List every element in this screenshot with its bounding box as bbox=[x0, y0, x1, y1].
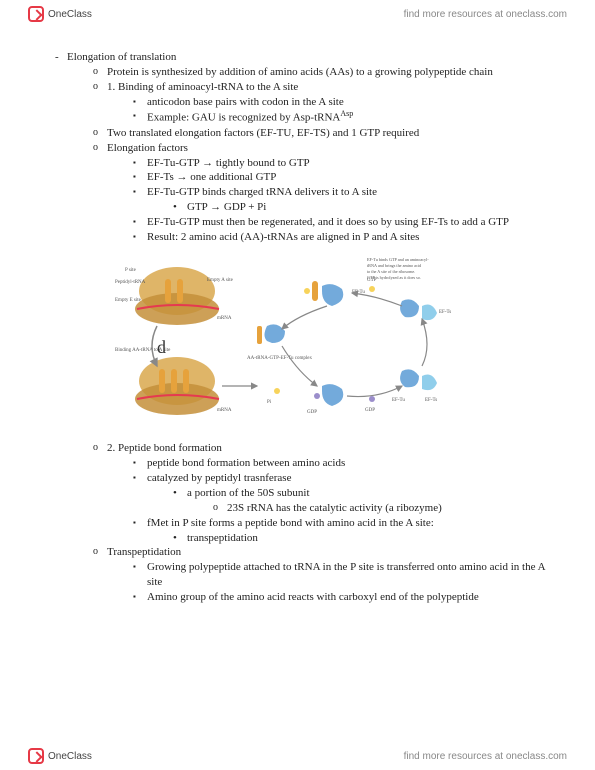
brand-logo: OneClass bbox=[28, 6, 92, 22]
step2-b: catalyzed by peptidyl trasnferase a port… bbox=[147, 471, 555, 516]
svg-text:GDP: GDP bbox=[307, 410, 317, 415]
svg-text:EF-Ts: EF-Ts bbox=[439, 310, 451, 315]
logo-icon-footer bbox=[28, 748, 44, 764]
svg-text:mRNA: mRNA bbox=[217, 316, 232, 321]
para-factors: Two translated elongation factors (EF-TU… bbox=[107, 126, 555, 141]
step1-a: anticodon base pairs with codon in the A… bbox=[147, 95, 555, 110]
svg-text:Peptidyl-tRNA: Peptidyl-tRNA bbox=[115, 280, 146, 285]
step1-text: 1. Binding of aminoacyl-tRNA to the A si… bbox=[107, 81, 298, 93]
step2-a: peptide bond formation between amino aci… bbox=[147, 456, 555, 471]
step2-b1: a portion of the 50S subunit 23S rRNA ha… bbox=[187, 486, 555, 516]
tp-title-text: Transpeptidation bbox=[107, 546, 181, 558]
step2-c: fMet in P site forms a peptide bond with… bbox=[147, 516, 555, 546]
ef-e: Result: 2 amino acid (AA)-tRNAs are alig… bbox=[147, 230, 555, 245]
step2-text: 2. Peptide bond formation bbox=[107, 442, 222, 454]
heading-elongation: Elongation of translation Protein is syn… bbox=[67, 50, 555, 605]
step1-title: 1. Binding of aminoacyl-tRNA to the A si… bbox=[107, 80, 555, 126]
tp-b: Amino group of the amino acid reacts wit… bbox=[147, 590, 555, 605]
brand-name: OneClass bbox=[48, 9, 92, 20]
svg-text:tRNA and brings the amino acid: tRNA and brings the amino acid bbox=[367, 263, 422, 268]
step2-c1: transpeptidation bbox=[187, 531, 555, 546]
ef-c1: GTP → GDP + Pi bbox=[187, 200, 555, 215]
diagram-label: d bbox=[157, 335, 166, 359]
svg-text:AA-tRNA-GTP-EF-Tu complex: AA-tRNA-GTP-EF-Tu complex bbox=[247, 356, 312, 361]
step1-b-sup: Asp bbox=[340, 109, 353, 118]
svg-text:P site: P site bbox=[125, 268, 137, 273]
svg-text:Empty A site: Empty A site bbox=[207, 278, 234, 283]
ef-title-text: Elongation factors bbox=[107, 142, 188, 154]
ef-a: EF-Tu-GTP → tightly bound to GTP bbox=[147, 156, 555, 171]
step2-c-text: fMet in P site forms a peptide bond with… bbox=[147, 517, 434, 529]
step2-b-text: catalyzed by peptidyl trasnferase bbox=[147, 472, 291, 484]
document-body: Elongation of translation Protein is syn… bbox=[55, 50, 555, 605]
brand-name-footer: OneClass bbox=[48, 751, 92, 762]
svg-text:GTP is hydrolyzed as it does s: GTP is hydrolyzed as it does so. bbox=[367, 275, 421, 280]
svg-text:Pi: Pi bbox=[267, 400, 272, 405]
header-tagline: find more resources at oneclass.com bbox=[404, 9, 567, 20]
ef-title: Elongation factors EF-Tu-GTP → tightly b… bbox=[107, 141, 555, 245]
svg-text:GDP: GDP bbox=[365, 408, 375, 413]
tp-title: Transpeptidation Growing polypeptide att… bbox=[107, 545, 555, 604]
svg-text:mRNA: mRNA bbox=[217, 408, 232, 413]
ef-c: EF-Tu-GTP binds charged tRNA delivers it… bbox=[147, 185, 555, 215]
svg-text:EF-Tu: EF-Tu bbox=[392, 398, 405, 403]
svg-text:Empty E site: Empty E site bbox=[115, 298, 142, 303]
tp-a: Growing polypeptide attached to tRNA in … bbox=[147, 560, 555, 590]
h1-text: Elongation of translation bbox=[67, 51, 176, 63]
ef-b: EF-Ts → one additional GTP bbox=[147, 170, 555, 185]
step1-b-text: Example: GAU is recognized by Asp-tRNA bbox=[147, 112, 340, 124]
svg-text:EF-Ts: EF-Ts bbox=[425, 398, 437, 403]
ef-d: EF-Tu-GTP must then be regenerated, and … bbox=[147, 215, 555, 230]
para-protein: Protein is synthesized by addition of am… bbox=[107, 65, 555, 80]
step1-b: Example: GAU is recognized by Asp-tRNAAs… bbox=[147, 109, 555, 126]
svg-text:EF-Tu binds GTP and an aminoac: EF-Tu binds GTP and an aminoacyl- bbox=[367, 257, 429, 262]
step2-title: 2. Peptide bond formation peptide bond f… bbox=[107, 441, 555, 545]
step2-b1a: 23S rRNA has the catalytic activity (a r… bbox=[227, 501, 555, 516]
step2-b1-text: a portion of the 50S subunit bbox=[187, 487, 310, 499]
ef-c-text: EF-Tu-GTP binds charged tRNA delivers it… bbox=[147, 186, 377, 198]
brand-logo-footer: OneClass bbox=[28, 748, 92, 764]
svg-text:to the A site of the ribosome.: to the A site of the ribosome. bbox=[367, 269, 415, 274]
logo-icon bbox=[28, 6, 44, 22]
footer-tagline: find more resources at oneclass.com bbox=[404, 751, 567, 762]
